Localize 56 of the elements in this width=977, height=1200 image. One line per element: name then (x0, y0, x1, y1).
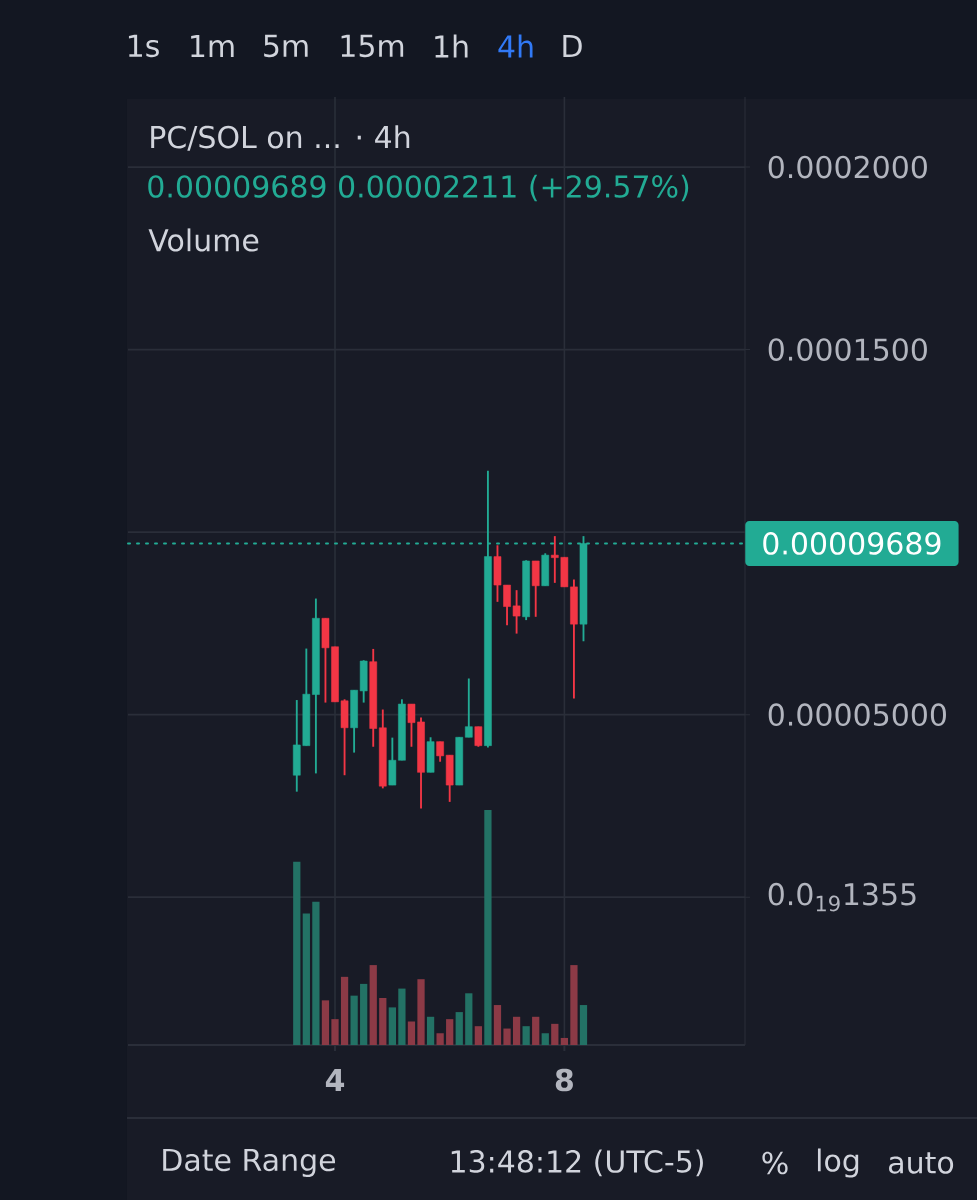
text: 0.00009689 0.00002211 (+29.57%) (148, 174, 689, 202)
y-tick-label: 0.0001500 (768, 338, 927, 361)
text: % (762, 1151, 788, 1175)
bar (560, 1037, 568, 1045)
bar (369, 965, 377, 1045)
bar (541, 1033, 549, 1045)
text: PC/SOL on ... · 4h (151, 125, 410, 151)
candlestick (436, 740, 444, 763)
candlestick (474, 725, 483, 748)
bar (388, 1007, 396, 1045)
bar (407, 1021, 416, 1045)
text: 13:48:12 (UTC-5) (451, 1149, 703, 1177)
ref-line-label: 0.00009689 (763, 532, 941, 555)
bar (465, 993, 473, 1045)
bar (503, 1028, 511, 1045)
text: auto (889, 1152, 954, 1174)
bar (340, 976, 349, 1045)
bar (532, 1016, 540, 1045)
bar (512, 1016, 521, 1045)
text: 1h (435, 34, 468, 58)
x-tick-label: 4 (325, 1069, 345, 1091)
text: log (817, 1148, 859, 1178)
y-tick-label: 0.00005000 (768, 703, 946, 726)
x-tick-label: 8 (555, 1068, 573, 1092)
bar (446, 1019, 454, 1045)
bar (360, 983, 368, 1045)
bar (321, 1000, 330, 1045)
bar (570, 965, 578, 1045)
bar (379, 997, 387, 1045)
candlestick (465, 677, 473, 739)
y-tick-label: 0.0$_{19}$1355 (768, 882, 916, 912)
text: D (563, 35, 582, 57)
bar (474, 1026, 482, 1045)
bar (331, 1019, 339, 1045)
text: 4h (498, 34, 533, 58)
text: 1s (128, 34, 159, 58)
bar (417, 979, 425, 1045)
bar (436, 1033, 444, 1045)
text: 1m (191, 35, 234, 57)
bar (398, 988, 406, 1045)
text: 5m (264, 34, 308, 58)
bar (293, 861, 301, 1045)
bar (493, 1005, 502, 1045)
bar (350, 995, 358, 1045)
bar (426, 1016, 435, 1045)
chart-title: Volume (148, 228, 259, 252)
bar (312, 901, 320, 1045)
bar (551, 1023, 559, 1045)
text: Date Range (163, 1148, 336, 1178)
bar (302, 913, 310, 1045)
bar (455, 1012, 463, 1045)
bar (484, 809, 492, 1045)
text: 15m (341, 34, 404, 58)
y-tick-label: 0.0002000 (768, 155, 927, 179)
bar (579, 1005, 588, 1045)
bar (522, 1026, 530, 1045)
